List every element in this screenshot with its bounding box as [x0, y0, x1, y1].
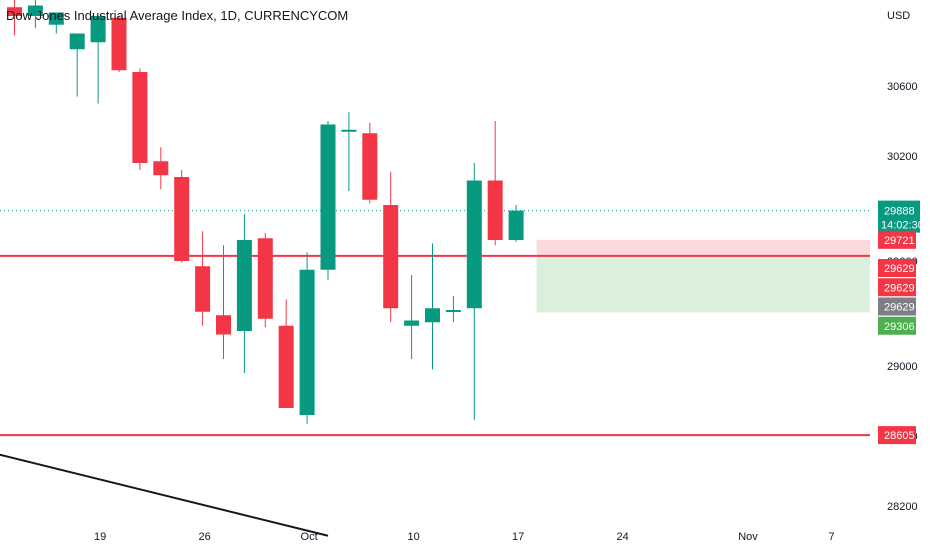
candle	[404, 275, 420, 359]
horizontal-lines[interactable]	[0, 210, 870, 437]
candle-body	[174, 177, 190, 261]
candle-body	[362, 133, 378, 200]
stop-loss-zone	[536, 239, 870, 256]
candle-body	[69, 33, 85, 50]
candle	[7, 0, 22, 36]
candle	[69, 33, 85, 97]
candle	[383, 171, 399, 323]
price-badge-value: 29629	[884, 302, 915, 314]
candle-body	[508, 210, 524, 240]
candle	[341, 112, 357, 191]
price-badge: 29721	[878, 230, 916, 249]
price-badge-value: 29306	[884, 321, 915, 333]
candle-body	[383, 205, 399, 309]
candle	[132, 68, 148, 170]
candle	[174, 170, 190, 263]
candle-body	[48, 12, 64, 25]
candle-body	[466, 180, 482, 309]
price-badge-value: 29629	[884, 263, 915, 275]
candle-body	[341, 129, 357, 132]
candle-body	[445, 310, 461, 312]
candle	[236, 213, 252, 373]
candle	[27, 0, 43, 29]
price-badge: 28605	[878, 426, 916, 445]
price-badge-bg	[878, 426, 916, 445]
candle-body	[320, 124, 336, 270]
candle-body	[425, 308, 440, 323]
price-badge-bg	[878, 316, 916, 335]
time-tick: 10	[407, 531, 419, 543]
candle	[153, 147, 169, 190]
price-tick: 28200	[887, 501, 918, 513]
price-badge-bg	[878, 230, 916, 249]
price-badge: 29306	[878, 316, 916, 335]
candle	[487, 121, 503, 246]
candle-body	[236, 240, 252, 331]
candle	[425, 243, 440, 370]
price-tick: 30200	[887, 151, 918, 163]
candle	[299, 252, 315, 424]
candle	[195, 231, 211, 326]
candle-body	[111, 17, 127, 71]
price-badge: 29629	[878, 297, 916, 316]
candle	[362, 122, 378, 204]
candle-body	[27, 5, 43, 16]
candle	[445, 296, 461, 323]
price-badge-value: 28605	[884, 430, 915, 442]
price-badges: 29888 14:02:30 29721 29629 29629 29629 29306 28…	[878, 200, 924, 445]
price-badge: 29629	[878, 259, 916, 277]
time-axis[interactable]: 19 26 Oct 10 17 24 Nov 7	[94, 531, 835, 543]
currency-label: USD	[887, 10, 910, 22]
price-tick: 29000	[887, 361, 918, 373]
candle-body	[487, 180, 503, 240]
candle-body	[278, 325, 294, 408]
candle-body	[299, 269, 315, 415]
last-price-value: 29888	[884, 206, 915, 218]
price-badge-value: 29721	[884, 235, 915, 247]
candle	[216, 245, 231, 359]
last-price-badge-bg	[878, 200, 920, 233]
price-badge-bg	[878, 259, 916, 277]
candle-body	[7, 7, 22, 16]
trendline[interactable]	[0, 433, 329, 537]
last-price-badge: 29888 14:02:30	[878, 200, 924, 233]
time-tick: 19	[94, 531, 106, 543]
candle-body	[404, 320, 420, 326]
price-badge: 29629	[878, 278, 916, 297]
candle	[320, 121, 336, 281]
candle	[90, 16, 106, 104]
candle	[257, 233, 273, 328]
price-badge-value: 29629	[884, 282, 915, 294]
candle-body	[153, 161, 169, 176]
price-badge-bg	[878, 278, 916, 297]
trendline-group[interactable]	[0, 433, 329, 537]
price-badge-bg	[878, 297, 916, 316]
candle	[111, 16, 127, 72]
candle-body	[132, 72, 148, 163]
price-tick: 30600	[887, 81, 918, 93]
candle-body	[257, 238, 273, 319]
candle-body	[195, 266, 211, 312]
take-profit-zone	[536, 255, 870, 313]
position-zones	[536, 239, 870, 313]
countdown-timer: 14:02:30	[881, 220, 924, 232]
time-tick: Nov	[738, 531, 758, 543]
candle	[508, 205, 524, 242]
candles-group	[7, 0, 524, 424]
time-tick: 7	[829, 531, 835, 543]
candle-body	[90, 16, 106, 43]
time-tick: 24	[616, 531, 628, 543]
candle	[466, 163, 482, 421]
time-tick: 26	[198, 531, 210, 543]
chart-title: Dow Jones Industrial Average Index, 1D, …	[6, 8, 349, 23]
candle	[278, 299, 294, 408]
candle	[48, 12, 64, 34]
time-tick: 17	[512, 531, 524, 543]
time-tick: Oct	[301, 531, 318, 543]
candle-body	[216, 315, 231, 335]
